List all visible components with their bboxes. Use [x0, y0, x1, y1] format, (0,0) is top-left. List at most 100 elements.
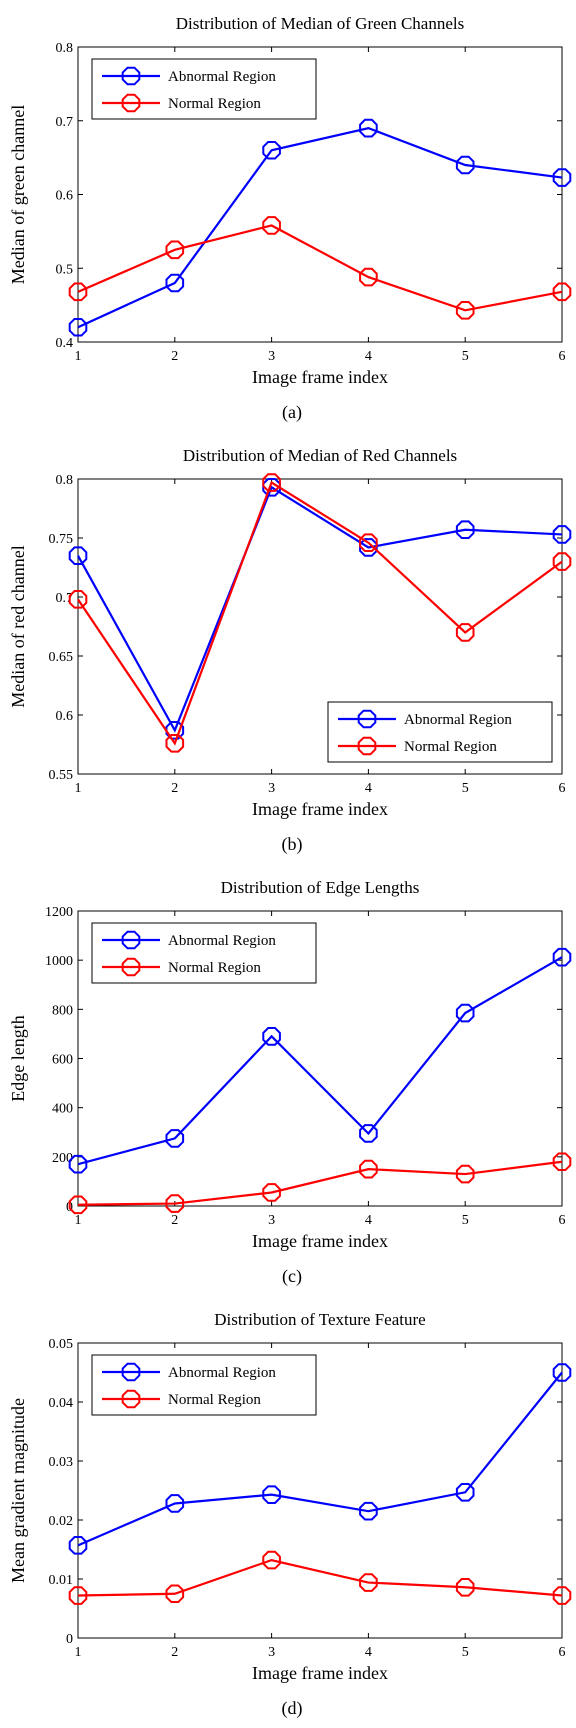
data-point-marker	[68, 1195, 88, 1215]
legend-label: Abnormal Region	[168, 69, 276, 85]
y-tick-label: 0.04	[49, 1396, 74, 1411]
y-tick-label: 0.05	[49, 1337, 74, 1352]
data-point-marker	[359, 533, 378, 553]
x-tick-label: 3	[268, 781, 275, 796]
legend-marker	[357, 709, 377, 729]
figure-caption: (c)	[282, 1266, 302, 1287]
chart-title: Distribution of Texture Feature	[214, 1310, 425, 1329]
x-axis-label: Image frame index	[252, 367, 388, 387]
x-tick-label: 6	[559, 349, 566, 364]
legend-marker	[121, 93, 141, 113]
x-tick-label: 6	[559, 781, 566, 796]
x-tick-label: 5	[462, 349, 469, 364]
x-tick-label: 3	[268, 1645, 275, 1660]
x-tick-label: 6	[559, 1645, 566, 1660]
legend-marker	[121, 957, 141, 977]
data-point-marker	[552, 1152, 572, 1172]
legend-label: Normal Region	[168, 1392, 261, 1408]
figure-caption: (a)	[282, 402, 302, 423]
x-tick-label: 4	[365, 349, 372, 364]
data-point-marker	[359, 118, 378, 138]
legend-label: Normal Region	[404, 739, 497, 755]
y-tick-label: 200	[52, 1151, 73, 1166]
data-point-marker	[552, 1586, 572, 1605]
legend-marker	[121, 1389, 141, 1409]
chart-svg: Distribution of Median of Green Channels…	[8, 14, 572, 423]
chart-panel-b: Distribution of Median of Red Channels 0.…	[0, 432, 576, 864]
data-point-marker	[552, 168, 572, 187]
figure-caption: (b)	[282, 834, 303, 855]
chart-title: Distribution of Edge Lengths	[221, 878, 420, 897]
plot-frame	[77, 1342, 563, 1639]
data-point-marker	[359, 1124, 378, 1143]
y-axis-label: Mean gradient magnitude	[8, 1398, 28, 1583]
x-tick-label: 4	[365, 781, 372, 796]
x-tick-label: 2	[171, 1213, 178, 1228]
x-tick-label: 2	[171, 349, 178, 364]
x-tick-label: 5	[462, 1645, 469, 1660]
x-axis-label: Image frame index	[252, 799, 388, 819]
data-point-marker	[552, 947, 572, 967]
data-point-marker	[68, 546, 88, 566]
series-line	[77, 1558, 563, 1597]
chart-panel-d: Distribution of Texture Feature 0 0.01 0.02…	[0, 1296, 576, 1728]
legend-box	[327, 701, 553, 763]
y-tick-label: 1000	[45, 954, 73, 969]
x-tick-label: 1	[75, 781, 82, 796]
y-axis-label: Median of red channel	[8, 545, 28, 707]
data-point-marker	[552, 525, 572, 544]
y-axis-label: Edge length	[8, 1015, 28, 1101]
chart-title: Distribution of Median of Green Channels	[176, 14, 464, 33]
data-point-marker	[165, 1129, 185, 1148]
y-tick-label: 0.75	[49, 532, 74, 547]
chart-svg: Distribution of Median of Red Channels 0.…	[8, 446, 572, 855]
y-tick-label: 0.6	[56, 189, 74, 204]
data-point-marker	[262, 140, 281, 160]
data-point-marker	[68, 1586, 88, 1605]
series-line	[77, 956, 563, 1166]
series-line	[77, 1371, 563, 1547]
data-point-marker	[455, 155, 475, 175]
y-tick-label: 0.8	[56, 41, 74, 56]
data-point-marker	[68, 1154, 88, 1174]
y-tick-label: 0.55	[49, 768, 74, 783]
y-tick-label: 0.03	[49, 1455, 74, 1470]
legend-marker	[121, 66, 141, 86]
data-point-marker	[262, 1550, 281, 1570]
data-point-marker	[68, 590, 88, 609]
x-axis-label: Image frame index	[252, 1231, 388, 1251]
figure-caption: (d)	[282, 1698, 303, 1719]
legend: Abnormal Region Normal Region	[91, 1354, 317, 1416]
x-tick-label: 5	[462, 1213, 469, 1228]
y-tick-label: 0.6	[56, 709, 74, 724]
y-tick-label: 0.8	[56, 473, 74, 488]
series-line	[77, 1160, 563, 1206]
legend-label: Normal Region	[168, 96, 261, 112]
data-point-marker	[455, 1577, 475, 1597]
data-point-marker	[165, 1494, 185, 1513]
legend-marker	[121, 930, 141, 950]
series-line	[77, 224, 563, 312]
data-point-marker	[455, 1482, 475, 1502]
data-point-marker	[165, 734, 185, 753]
x-tick-label: 2	[171, 781, 178, 796]
y-tick-label: 600	[52, 1053, 73, 1068]
y-tick-label: 1200	[45, 905, 73, 920]
x-tick-label: 3	[268, 349, 275, 364]
legend-box	[91, 922, 317, 984]
legend-box	[91, 1354, 317, 1416]
legend-label: Abnormal Region	[168, 1365, 276, 1381]
data-point-marker	[552, 282, 572, 302]
data-point-marker	[68, 1536, 88, 1555]
x-tick-label: 1	[75, 1213, 82, 1228]
y-tick-label: 400	[52, 1102, 73, 1117]
series-line	[77, 126, 563, 329]
data-point-marker	[359, 1573, 378, 1592]
legend: Abnormal Region Normal Region	[327, 701, 553, 763]
chart-title: Distribution of Median of Red Channels	[183, 446, 457, 465]
chart-svg: Distribution of Texture Feature 0 0.01 0.02…	[8, 1310, 572, 1719]
chart-panel-a: Distribution of Median of Green Channels…	[0, 0, 576, 432]
data-point-marker	[552, 1363, 572, 1382]
series-line	[77, 485, 563, 733]
legend-label: Abnormal Region	[404, 712, 512, 728]
